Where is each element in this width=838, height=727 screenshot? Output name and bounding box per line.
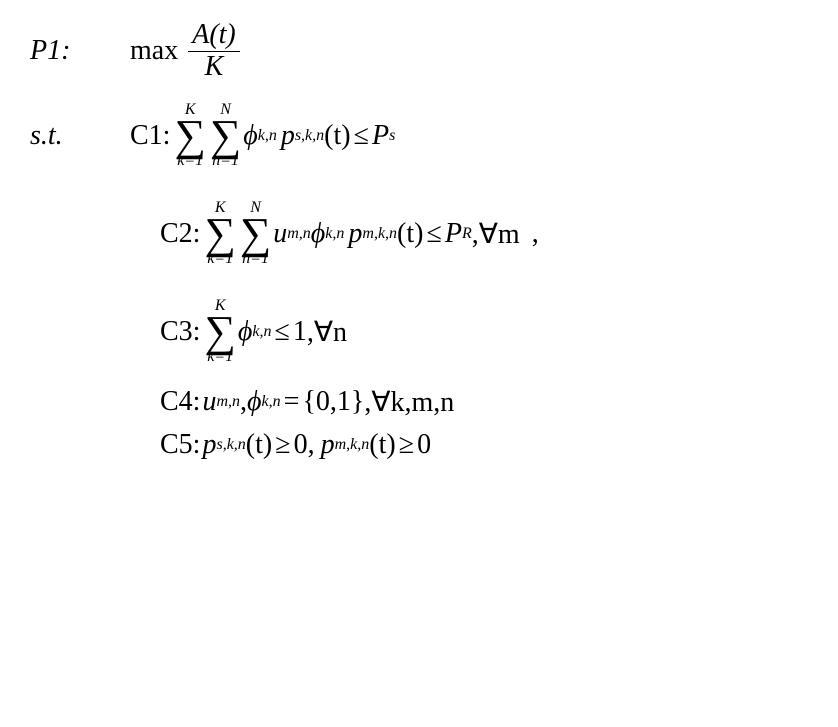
c5-row: C5: ps,k,n (t) ≥ 0, pm,k,n (t) ≥ 0 xyxy=(30,429,808,461)
c1-content: C1: K ∑ k=1 N ∑ n=1 ϕk,n ps,k,n (t) ≤ Ps xyxy=(130,102,395,169)
c4-comma: , xyxy=(240,386,247,418)
sigma-icon: ∑ xyxy=(204,216,235,251)
c4-phi: ϕ xyxy=(247,386,262,418)
c3-phi: ϕ xyxy=(238,316,253,348)
c4-content: C4: um,n , ϕk,n = {0,1} ,∀k,m,n xyxy=(160,385,454,419)
c2-sum1: K ∑ k=1 xyxy=(204,200,235,267)
sigma-icon: ∑ xyxy=(204,314,235,349)
c5-p2: p xyxy=(321,429,335,461)
c3-forall: ,∀n xyxy=(307,315,347,349)
c1-sum2: N ∑ n=1 xyxy=(210,102,241,169)
c2-p: p xyxy=(348,218,362,250)
c5-rhs1: 0, xyxy=(294,429,315,461)
c1-rel: ≤ xyxy=(354,120,369,152)
c3-label: C3: xyxy=(160,316,200,348)
c5-rel2: ≥ xyxy=(399,429,414,461)
st-label: s.t. xyxy=(30,120,110,152)
c2-rhs: P xyxy=(445,218,462,250)
c3-row: C3: K ∑ k=1 ϕk,n ≤ 1 ,∀n xyxy=(30,287,808,377)
c2-u: u xyxy=(273,218,287,250)
c2-rel: ≤ xyxy=(426,218,441,250)
c2-label: C2: xyxy=(160,218,200,250)
objective-fraction: A(t) K xyxy=(188,20,240,83)
problem-label: P1: xyxy=(30,35,110,67)
sigma-icon: ∑ xyxy=(174,118,205,153)
frac-numerator: A(t) xyxy=(188,20,240,52)
c1-p: p xyxy=(281,120,295,152)
c5-label: C5: xyxy=(160,429,200,461)
c3-content: C3: K ∑ k=1 ϕk,n ≤ 1 ,∀n xyxy=(160,298,347,365)
c2-row: C2: K ∑ k=1 N ∑ n=1 um,n ϕk,n pm,k,n (t)… xyxy=(30,189,808,279)
sigma-icon: ∑ xyxy=(210,118,241,153)
c1-label: C1: xyxy=(130,120,170,152)
c5-p1: p xyxy=(202,429,216,461)
c5-rel1: ≥ xyxy=(275,429,290,461)
c1-row: s.t. C1: K ∑ k=1 N ∑ n=1 ϕk,n ps,k,n (t)… xyxy=(30,91,808,181)
c5-content: C5: ps,k,n (t) ≥ 0, pm,k,n (t) ≥ 0 xyxy=(160,429,431,461)
c2-p-arg: (t) xyxy=(397,218,423,250)
c4-set: {0,1} xyxy=(302,386,364,418)
c2-sum2: N ∑ n=1 xyxy=(240,200,271,267)
sigma-icon: ∑ xyxy=(240,216,271,251)
c4-u: u xyxy=(202,386,216,418)
c4-forall: ,∀k,m,n xyxy=(364,385,454,419)
c3-sum1: K ∑ k=1 xyxy=(204,298,235,365)
c2-trail: , xyxy=(532,218,539,250)
c1-sum1: K ∑ k=1 xyxy=(174,102,205,169)
c4-label: C4: xyxy=(160,386,200,418)
c1-rhs: P xyxy=(372,120,389,152)
problem-row: P1: max A(t) K xyxy=(30,20,808,83)
c4-eq: = xyxy=(284,386,300,418)
c4-row: C4: um,n , ϕk,n = {0,1} ,∀k,m,n xyxy=(30,385,808,419)
p1-label-text: P1: xyxy=(30,35,70,66)
c3-rhs: 1 xyxy=(293,316,307,348)
c5-p2-arg: (t) xyxy=(369,429,395,461)
max-operator: max xyxy=(130,35,178,67)
frac-denominator: K xyxy=(201,52,228,83)
c2-phi: ϕ xyxy=(311,218,326,250)
c5-rhs2: 0 xyxy=(417,429,431,461)
c1-p-arg: (t) xyxy=(324,120,350,152)
c1-phi: ϕ xyxy=(243,120,258,152)
c2-content: C2: K ∑ k=1 N ∑ n=1 um,n ϕk,n pm,k,n (t)… xyxy=(160,200,539,267)
c2-forall: ,∀m xyxy=(472,217,520,251)
c5-p1-arg: (t) xyxy=(246,429,272,461)
c3-rel: ≤ xyxy=(274,316,289,348)
problem-content: max A(t) K xyxy=(130,20,244,83)
